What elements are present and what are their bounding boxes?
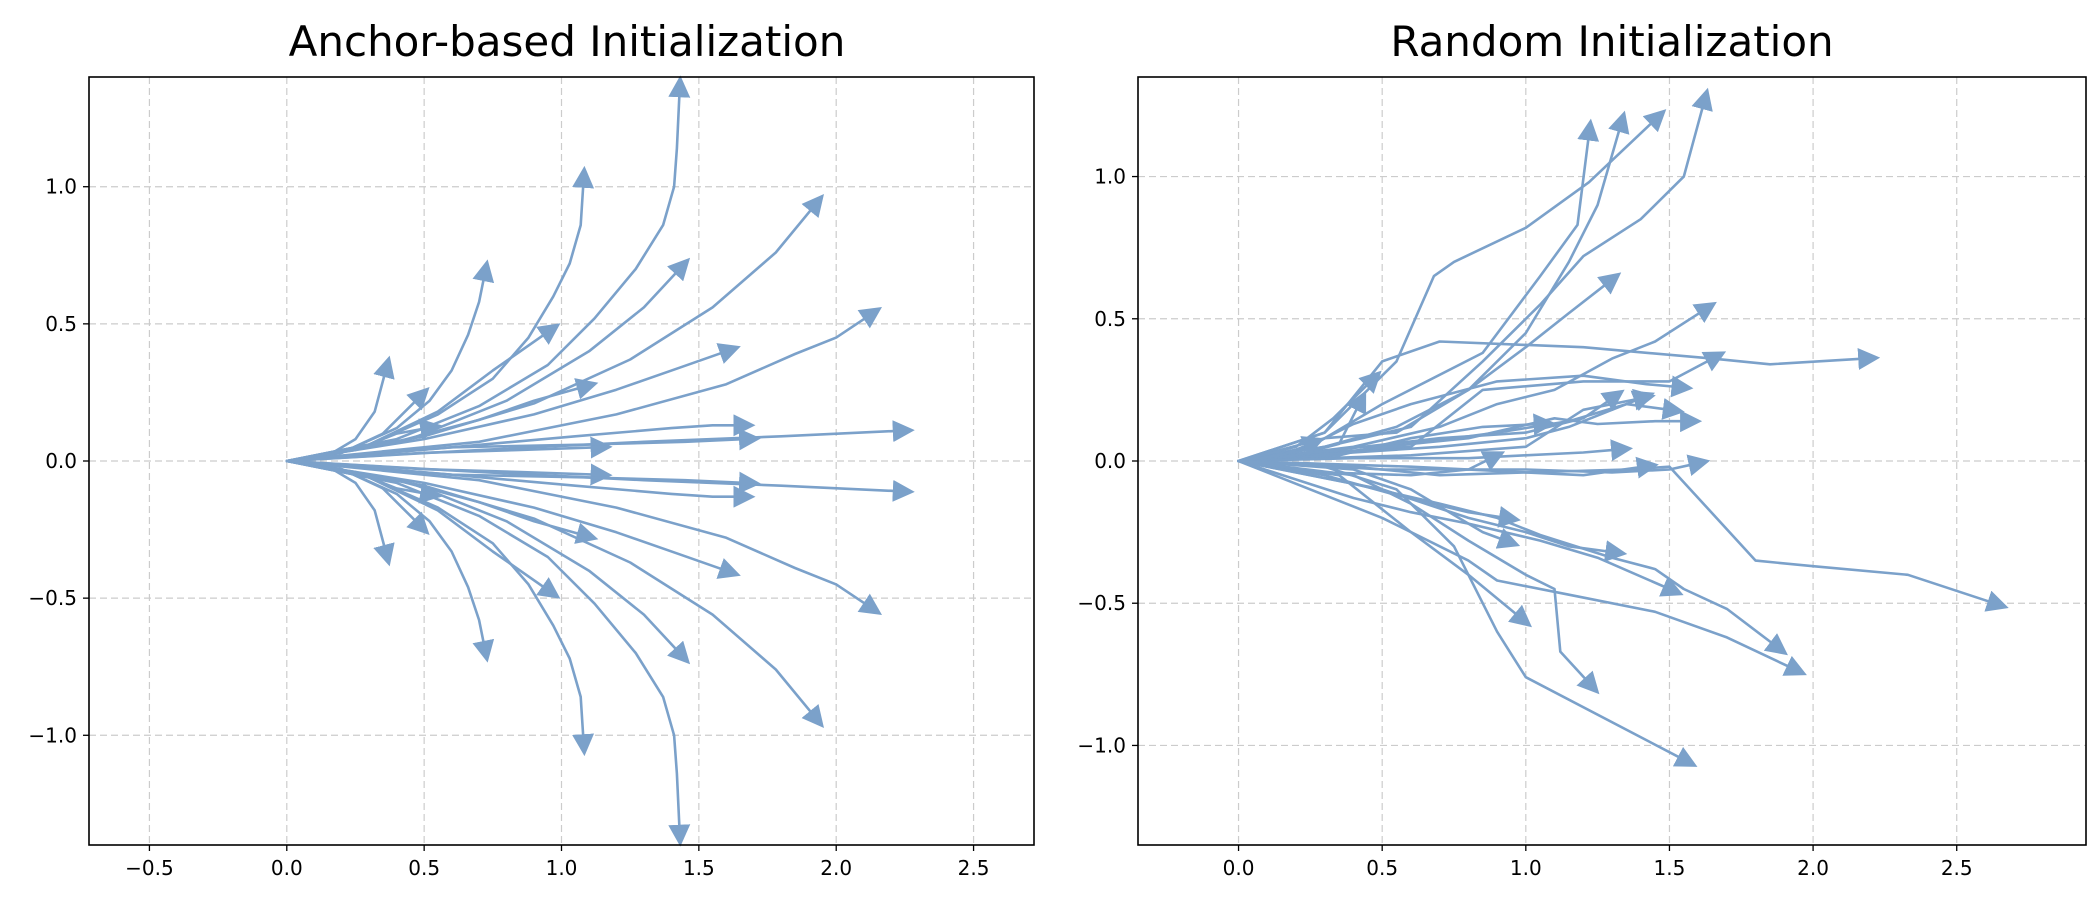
anchor-trajectory-anchor-16-mirror <box>285 459 915 502</box>
random-trajectory-rand-3 <box>1237 87 1713 463</box>
anchor-chart-grid <box>89 77 1034 845</box>
anchor-chart-title: Anchor-based Initialization <box>289 17 846 66</box>
anchor-trajectory-anchor-16 <box>285 420 915 463</box>
random-trajectory-rand-25 <box>1237 459 1807 676</box>
anchor-xtick-label: −0.5 <box>125 856 174 880</box>
anchor-trajectory-anchor-6-mirror <box>285 459 595 757</box>
random-trajectory-rand-21 <box>1237 370 1382 463</box>
random-ytick-label: −0.5 <box>1077 591 1126 615</box>
random-trajectory-rand-14 <box>1237 413 1556 463</box>
random-trajectory-rand-13 <box>1237 390 1656 463</box>
random-xtick-label: 2.0 <box>1797 856 1829 880</box>
random-trajectory-rand-7 <box>1237 301 1717 463</box>
random-chart: Random Initialization 0.0 0.5 1.0 1.5 2.0 2.5… <box>1077 17 2087 880</box>
random-ytick-label: 1.0 <box>1094 165 1126 189</box>
anchor-xtick-label: 0.0 <box>271 856 303 880</box>
anchor-ytick-label: −0.5 <box>28 586 77 610</box>
anchor-chart: Anchor-based Initialization −0.5 0.0 0.5 1.… <box>28 17 1035 880</box>
anchor-xtick-label: 1.5 <box>683 856 715 880</box>
random-chart-trajectories <box>1237 87 2009 767</box>
random-chart-ticks: 0.0 0.5 1.0 1.5 2.0 2.5 −1.0 −0.5 0.0 0.5 1.0 <box>1077 165 1972 880</box>
anchor-chart-ticks: −0.5 0.0 0.5 1.0 1.5 2.0 2.5 −1.0 −0.5 0.0 0.5 1.0 <box>28 175 989 880</box>
anchor-trajectory-anchor-11 <box>285 343 741 463</box>
random-trajectory-rand-31 <box>1237 459 1600 695</box>
random-chart-frame <box>1137 76 2087 846</box>
anchor-chart-trajectories <box>285 75 915 847</box>
random-trajectory-rand-6 <box>1237 340 1881 463</box>
anchor-trajectory-anchor-8 <box>285 75 691 463</box>
random-xtick-label: 0.5 <box>1366 856 1398 880</box>
random-chart-title: Random Initialization <box>1390 17 1833 66</box>
anchor-trajectory-anchor-15 <box>285 307 883 463</box>
random-xtick-label: 2.5 <box>1941 856 1973 880</box>
random-trajectory-rand-1 <box>1237 109 1667 463</box>
random-trajectory-rand-26 <box>1237 459 1684 597</box>
anchor-xtick-label: 1.0 <box>546 856 578 880</box>
anchor-trajectory-anchor-12 <box>285 194 824 463</box>
anchor-ytick-label: 0.5 <box>45 312 77 336</box>
random-xtick-label: 0.0 <box>1223 856 1255 880</box>
random-trajectory-rand-32 <box>1237 459 1698 767</box>
random-trajectory-rand-2 <box>1237 118 1600 463</box>
anchor-ytick-label: 0.0 <box>45 449 77 473</box>
random-xtick-label: 1.0 <box>1510 856 1542 880</box>
anchor-trajectory-anchor-11-mirror <box>285 459 741 579</box>
anchor-xtick-label: 2.5 <box>958 856 990 880</box>
anchor-trajectory-anchor-15-mirror <box>285 459 883 615</box>
anchor-xtick-label: 2.0 <box>820 856 852 880</box>
anchor-trajectory-anchor-8-mirror <box>285 459 691 847</box>
random-ytick-label: 0.0 <box>1094 449 1126 473</box>
random-trajectory-rand-18 <box>1237 456 1659 479</box>
random-xtick-label: 1.5 <box>1654 856 1686 880</box>
random-trajectory-rand-24 <box>1237 459 1788 656</box>
random-chart-grid <box>1138 77 2086 845</box>
random-trajectory-rand-4 <box>1237 110 1630 463</box>
random-ytick-label: 0.5 <box>1094 307 1126 331</box>
anchor-trajectory-anchor-12-mirror <box>285 459 824 728</box>
random-trajectory-rand-22 <box>1237 436 1325 463</box>
random-trajectory-rand-29 <box>1237 459 1628 563</box>
anchor-xtick-label: 0.5 <box>408 856 440 880</box>
random-trajectory-rand-23 <box>1237 459 2009 612</box>
anchor-chart-frame <box>88 76 1035 846</box>
anchor-ytick-label: 1.0 <box>45 175 77 199</box>
random-ytick-label: −1.0 <box>1077 733 1126 757</box>
anchor-ytick-label: −1.0 <box>28 723 77 747</box>
random-trajectory-rand-5 <box>1237 272 1622 463</box>
anchor-trajectory-anchor-6 <box>285 165 595 463</box>
